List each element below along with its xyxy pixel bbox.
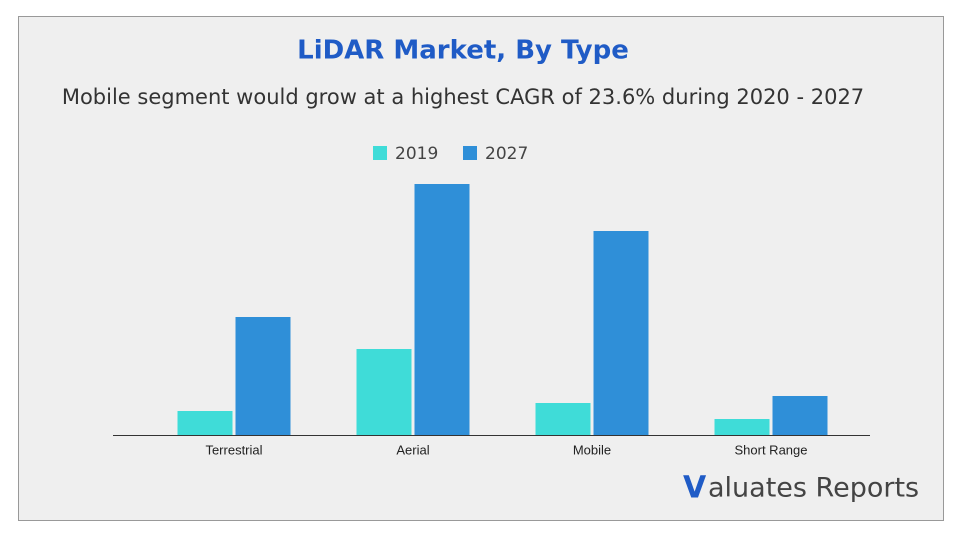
legend-label: 2019 xyxy=(395,144,438,164)
legend-label: 2027 xyxy=(485,144,528,164)
bar xyxy=(414,184,470,435)
bar xyxy=(356,349,412,435)
bar xyxy=(772,396,828,435)
bar xyxy=(535,403,591,435)
chart-title: LiDAR Market, By Type xyxy=(297,36,629,66)
bar xyxy=(235,317,291,435)
chart-subtitle: Mobile segment would grow at a highest C… xyxy=(62,85,864,109)
bar xyxy=(593,231,649,435)
logo: V aluates Reports xyxy=(683,471,919,506)
legend-swatch xyxy=(463,146,477,160)
logo-text: aluates Reports xyxy=(708,473,919,504)
x-tick-label: Mobile xyxy=(573,442,611,457)
x-tick-label: Short Range xyxy=(735,442,808,457)
legend-swatch xyxy=(373,146,387,160)
frame xyxy=(18,16,944,521)
x-tick-label: Terrestrial xyxy=(205,442,262,457)
x-tick-label: Aerial xyxy=(396,442,429,457)
logo-mark: V xyxy=(683,471,707,506)
bar xyxy=(177,411,233,435)
bar xyxy=(714,419,770,435)
